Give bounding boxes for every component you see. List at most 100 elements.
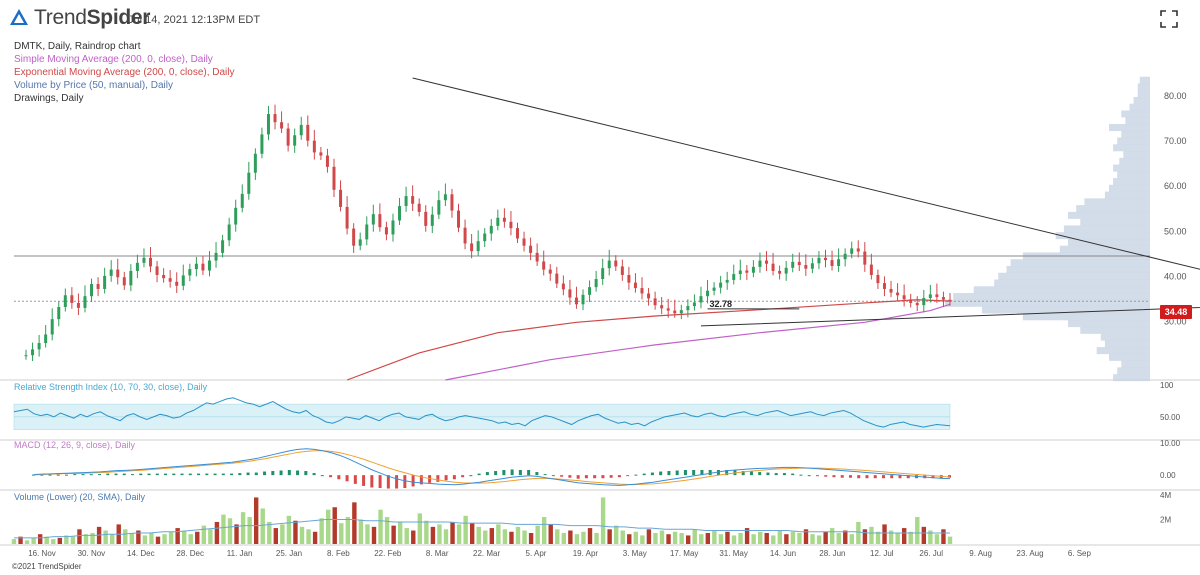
volume-bar	[483, 530, 488, 544]
candle-body	[457, 210, 461, 228]
candle-body	[607, 260, 611, 269]
volume-bar	[208, 529, 213, 544]
volume-bar	[352, 502, 357, 544]
volume-bar	[129, 532, 135, 544]
candle-body	[273, 114, 277, 123]
macd-histogram-bar	[238, 473, 242, 476]
price-level-label: 32.78	[710, 299, 733, 309]
macd-histogram-bar	[469, 475, 473, 477]
header: TrendSpider Jul 14, 2021 12:13PM EDT	[0, 0, 1200, 40]
candle-body	[339, 189, 343, 207]
candle-body	[116, 269, 120, 278]
x-tick-label: 3. May	[623, 549, 647, 558]
macd-histogram-bar	[642, 473, 646, 476]
macd-histogram-bar	[560, 475, 564, 477]
volume-bar	[371, 526, 377, 544]
volume-bar	[947, 536, 953, 544]
maximize-icon[interactable]	[1158, 8, 1180, 30]
macd-histogram-bar	[477, 473, 481, 476]
volume-bar	[771, 535, 776, 544]
candle-body	[941, 297, 945, 300]
vbp-bar	[1125, 117, 1150, 125]
candle-body	[207, 260, 211, 271]
candle-body	[548, 269, 552, 274]
candle-body	[837, 259, 841, 266]
volume-bar	[548, 524, 553, 544]
rsi-line	[13, 397, 951, 428]
macd-histogram-bar	[452, 475, 456, 480]
study-drawings[interactable]: Drawings, Daily	[14, 93, 84, 104]
vbp-bar	[1117, 367, 1150, 375]
macd-histogram-bar	[527, 470, 531, 476]
volume-bar	[640, 535, 645, 544]
volume-bar	[797, 532, 802, 544]
study-sma[interactable]: Simple Moving Average (200, 0, close), D…	[14, 54, 213, 65]
macd-histogram-bar	[188, 473, 192, 476]
macd-histogram-bar	[73, 474, 77, 476]
volume-bar	[901, 528, 907, 544]
ema-200-line	[346, 299, 951, 381]
study-ema[interactable]: Exponential Moving Average (200, 0, clos…	[14, 67, 235, 78]
volume-bar	[757, 531, 763, 544]
volume-bar	[155, 536, 161, 544]
candle-body	[561, 283, 565, 290]
vbp-bar	[998, 272, 1150, 280]
volume-bar	[411, 530, 416, 544]
candle-body	[640, 288, 644, 294]
vbp-bar	[1059, 245, 1150, 253]
volume-title: Volume (Lower) (20, SMA), Daily	[14, 492, 146, 502]
study-vbp[interactable]: Volume by Price (50, manual), Daily	[14, 80, 173, 91]
macd-histogram-bar	[254, 472, 258, 476]
volume-bar	[738, 532, 743, 544]
candle-body	[96, 284, 100, 289]
candle-body	[627, 274, 631, 283]
candle-body	[660, 305, 664, 309]
candle-body	[398, 206, 402, 221]
candle-body	[719, 282, 723, 288]
volume-bar	[613, 525, 619, 544]
candle-body	[149, 257, 153, 267]
candle-body	[712, 287, 716, 291]
candle-body	[810, 263, 814, 269]
volume-bar	[731, 535, 737, 544]
volume-bar	[934, 534, 940, 544]
volume-bar	[463, 515, 468, 544]
macd-histogram-bar	[263, 471, 267, 476]
vbp-bar	[1063, 225, 1150, 233]
volume-bar	[443, 529, 449, 544]
volume-bar	[424, 520, 429, 544]
volume-bar	[103, 530, 108, 544]
volume-bar	[895, 532, 900, 544]
macd-histogram-bar	[683, 470, 687, 476]
candle-body	[31, 349, 35, 356]
macd-histogram-bar	[700, 470, 704, 476]
x-tick-label: 28. Dec	[176, 549, 204, 558]
vbp-bar	[1084, 198, 1150, 206]
macd-histogram-bar	[807, 475, 811, 477]
x-tick-label: 30. Nov	[78, 549, 106, 558]
candle-body	[345, 206, 349, 229]
volume-bar	[339, 523, 344, 544]
candle-body	[876, 274, 880, 284]
macd-histogram-bar	[857, 475, 861, 479]
volume-bar	[620, 530, 625, 544]
last-price-tag: 34.48	[1160, 305, 1192, 319]
volume-bar	[286, 515, 292, 544]
volume-bar	[869, 526, 874, 544]
volume-bar	[875, 531, 881, 544]
candle-body	[555, 273, 559, 284]
volume-bar	[299, 526, 305, 544]
candle-body	[679, 310, 683, 314]
macd-histogram-bar	[353, 475, 357, 484]
candle-body	[122, 277, 126, 286]
candle-body	[240, 193, 244, 208]
macd-histogram-bar	[395, 475, 399, 489]
candle-body	[221, 240, 225, 253]
volume-bar	[908, 531, 913, 544]
volume-bar	[633, 531, 639, 544]
study-symbol[interactable]: DMTK, Daily, Raindrop chart	[14, 41, 141, 52]
volume-bar	[843, 530, 848, 544]
x-tick-label: 23. Aug	[1016, 549, 1043, 558]
macd-histogram-bar	[419, 475, 423, 485]
